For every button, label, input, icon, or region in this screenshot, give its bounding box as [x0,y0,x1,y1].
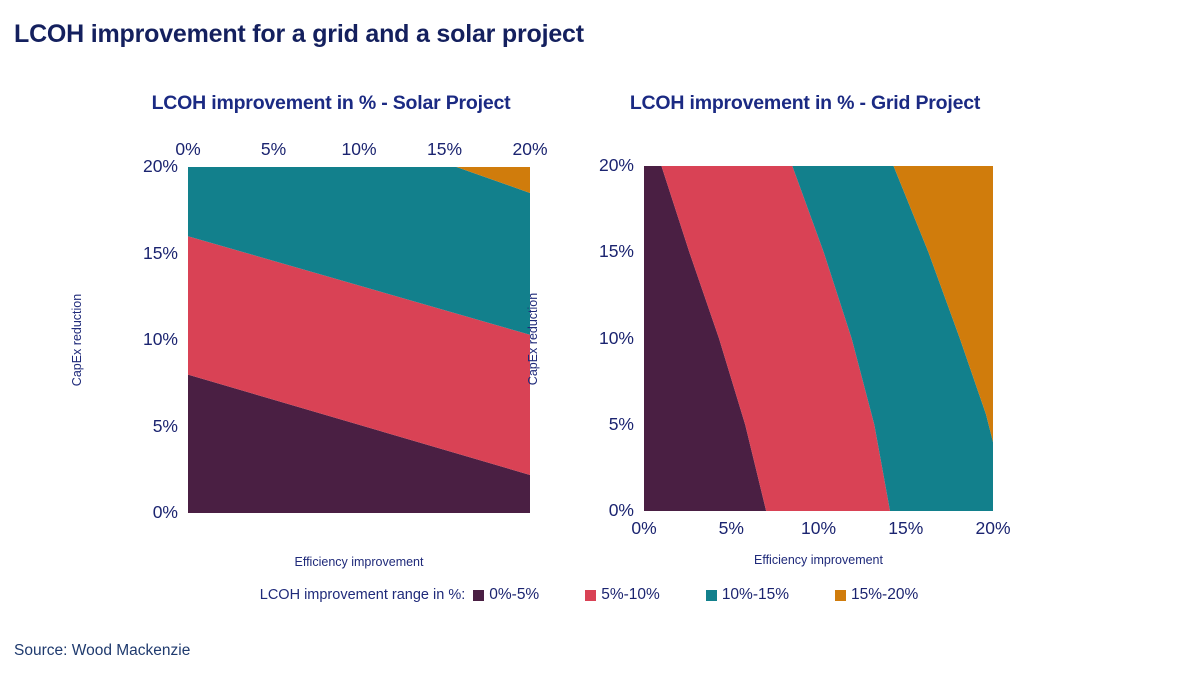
legend-swatch-icon-2 [705,589,717,601]
xtick-solar-3: 15% [426,139,463,159]
ytick-solar-3: 15% [142,242,178,263]
xaxis-title-solar: Efficiency improvement [294,555,424,569]
ytick-grid-2: 10% [598,327,634,348]
band-grid-3 [893,166,993,511]
legend-item-1[interactable]: 5%-10% [585,586,660,604]
xtick-solar-4: 20% [512,139,548,159]
legend-item-2[interactable]: 10%-15% [705,586,790,604]
band-solar-3 [188,167,530,193]
chart-panel-grid: LCOH improvement in % - Grid Project [570,92,1040,115]
legend-title: LCOH improvement range in %: [259,587,466,603]
xtick-grid-0: 0% [631,518,657,538]
legend-item-3[interactable]: 15%-20% [835,586,918,604]
source-note: Source: Wood Mackenzie [14,642,191,659]
band-solar-1 [188,236,530,475]
plot-area-grid[interactable] [644,166,993,511]
chart-panel-solar: LCOH improvement in % - Solar Project [96,92,566,115]
legend-swatch-icon-0 [473,589,485,601]
xtick-grid-2: 10% [800,518,837,538]
legend-item-0[interactable]: 0%-5% [473,586,539,604]
chart-legend: LCOH improvement range in %: 0%-5% 5%-10… [0,586,1178,604]
xtick-solar-0: 0% [175,139,201,159]
xtick-solar-2: 10% [341,139,377,159]
legend-label-0: 0%-5% [489,586,540,603]
xaxis-title-grid: Efficiency improvement [754,553,883,567]
yaxis-title-grid: CapEx reduction [526,292,540,385]
legend-label-1: 5%-10% [601,586,660,603]
xtick-solar-1: 5% [260,139,287,159]
band-grid-1 [661,166,891,511]
chart-title-solar: LCOH improvement in % - Solar Project [151,92,511,114]
ytick-solar-4: 20% [142,156,178,176]
band-solar-2 [188,167,530,335]
ytick-solar-0: 0% [152,502,178,522]
plot-bands-grid [644,166,993,511]
band-grid-0 [644,166,767,511]
legend-swatch-icon-3 [835,589,847,601]
ytick-solar-2: 10% [142,329,178,349]
band-grid-2 [792,166,993,511]
ytick-grid-3: 15% [598,241,634,262]
xtick-grid-4: 20% [975,518,1011,538]
xtick-grid-1: 5% [718,518,744,538]
xtick-grid-3: 15% [888,518,924,538]
ytick-solar-1: 5% [152,415,178,436]
ytick-grid-1: 5% [608,413,634,434]
plot-area-solar[interactable] [188,167,530,513]
ytick-grid-4: 20% [598,155,634,175]
chart-title-grid: LCOH improvement in % - Grid Project [629,92,981,114]
yaxis-title-solar: CapEx reduction [70,293,84,387]
legend-label-3: 15%-20% [851,586,919,603]
ytick-grid-0: 0% [608,500,634,520]
band-solar-0 [188,374,530,513]
page-title: LCOH improvement for a grid and a solar … [14,20,584,48]
plot-bands-solar [188,167,530,513]
legend-swatch-icon-1 [585,589,597,601]
legend-label-2: 10%-15% [721,586,790,603]
